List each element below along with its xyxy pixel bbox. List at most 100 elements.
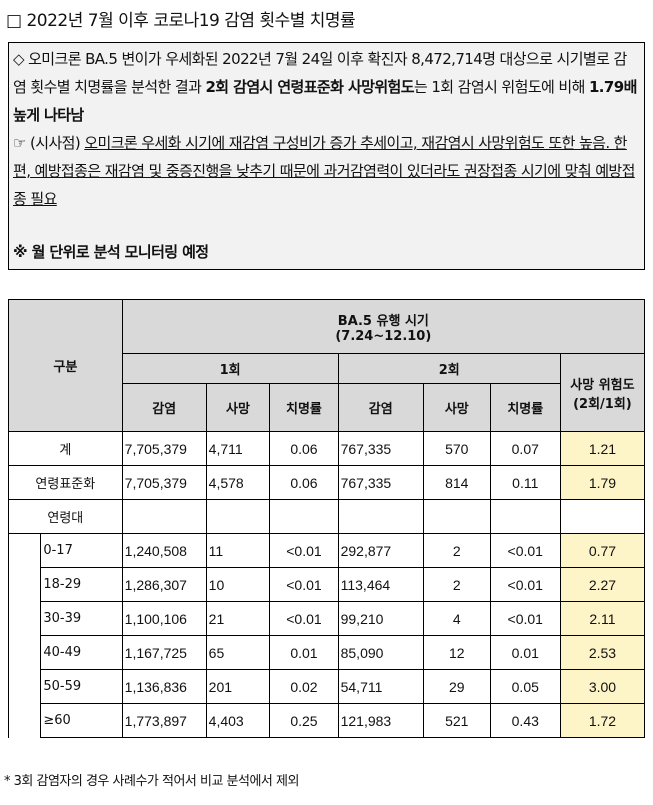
- cell: 4,403: [205, 703, 271, 738]
- header-risk: 사망 위험도 (2회/1회): [559, 353, 646, 432]
- footnote: * 3회 감염자의 경우 사례수가 적어서 비교 분석에서 제외: [4, 774, 299, 789]
- cell: <0.01: [269, 601, 339, 636]
- table-row-age: 18-29 1,286,307 10 <0.01 113,464 2 <0.01…: [9, 567, 646, 602]
- header-deaths: 사망: [422, 383, 491, 432]
- cell: 65: [205, 635, 271, 670]
- table-row-age-group-header: 연령대: [8, 499, 646, 534]
- cell: 0.02: [269, 669, 339, 704]
- cell: 0.01: [269, 635, 339, 670]
- cell: [422, 499, 491, 534]
- cell: 0.01: [489, 635, 561, 670]
- table-row-standardized: 연령표준화 7,705,379 4,578 0.06 767,335 814 0…: [8, 465, 646, 500]
- cell: 4: [422, 601, 491, 636]
- header-period: BA.5 유행 시기 (7.24~12.10): [121, 299, 646, 354]
- cell: 7,705,379: [121, 431, 207, 466]
- cell: 29: [422, 669, 491, 704]
- row-label: 50-59: [40, 669, 123, 704]
- cell: 0.05: [489, 669, 561, 704]
- cell: 1,100,106: [121, 601, 207, 636]
- cell: 99,210: [337, 601, 424, 636]
- cell: 0.43: [489, 703, 561, 738]
- cell: 0.25: [269, 703, 339, 738]
- cell: [269, 499, 339, 534]
- cell: 85,090: [337, 635, 424, 670]
- period-range: (7.24~12.10): [335, 328, 432, 344]
- cell: <0.01: [269, 533, 339, 568]
- monitoring-note: ※ 월 단위로 분석 모니터링 예정: [13, 243, 209, 261]
- cell: 121,983: [337, 703, 424, 738]
- cell: 21: [205, 601, 271, 636]
- cell: [205, 499, 271, 534]
- risk-cell: 2.11: [559, 601, 646, 636]
- summary-box: ◇ 오미크론 BA.5 변이가 우세화된 2022년 7월 24일 이후 확진자…: [8, 42, 645, 270]
- period-title: BA.5 유행 시기: [337, 313, 429, 329]
- implication-paragraph: ☞ (시사점) 오미크론 우세화 시기에 재감염 구성비가 증가 추세이고, 재…: [13, 129, 638, 213]
- summary-text: ◇ 오미크론 BA.5 변이가 우세화된 2022년 7월 24일 이후 확진자…: [13, 50, 627, 96]
- implication-label: ☞ (시사점): [13, 134, 85, 152]
- cell: 54,711: [337, 669, 424, 704]
- cell: 0.06: [269, 465, 339, 500]
- cell: 0.11: [489, 465, 561, 500]
- cell: 4,711: [205, 431, 271, 466]
- row-label: ≥60: [40, 703, 123, 738]
- cell: 2: [422, 533, 491, 568]
- cell: <0.01: [489, 601, 561, 636]
- header-infected: 감염: [121, 383, 207, 432]
- header-fatality: 치명률: [489, 383, 561, 432]
- cell: 292,877: [337, 533, 424, 568]
- summary-highlight: 1.79배 높게 나타남: [13, 78, 637, 124]
- cell: 113,464: [337, 567, 424, 602]
- implication-text: 오미크론 우세화 시기에 재감염 구성비가 증가 추세이고, 재감염시 사망위험…: [13, 134, 635, 208]
- cell: 521: [422, 703, 491, 738]
- row-label: 40-49: [40, 635, 123, 670]
- row-label: 연령표준화: [8, 465, 123, 500]
- cell: 0.06: [269, 431, 339, 466]
- cell: <0.01: [489, 567, 561, 602]
- cell: 201: [205, 669, 271, 704]
- cell: 570: [422, 431, 491, 466]
- table-row-age: 50-59 1,136,836 201 0.02 54,711 29 0.05 …: [9, 669, 646, 704]
- risk-cell: 1.79: [559, 465, 646, 500]
- summary-text: 는 1회 감염시 위험도에 비해: [413, 78, 589, 96]
- table-row-age: 30-39 1,100,106 21 <0.01 99,210 4 <0.01 …: [9, 601, 646, 636]
- row-label: 30-39: [40, 601, 123, 636]
- cell: 814: [422, 465, 491, 500]
- cell: 7,705,379: [121, 465, 207, 500]
- risk-cell: 1.72: [559, 703, 646, 738]
- cell: 767,335: [337, 431, 424, 466]
- cell: 1,773,897: [121, 703, 207, 738]
- table-row-age: 0-17 1,240,508 11 <0.01 292,877 2 <0.01 …: [7, 533, 646, 738]
- risk-cell: 2.27: [559, 567, 646, 602]
- table-row-total: 계 7,705,379 4,711 0.06 767,335 570 0.07 …: [8, 431, 646, 466]
- row-label: 0-17: [40, 533, 123, 568]
- cell: [489, 499, 561, 534]
- cell: [559, 499, 646, 534]
- cell: 4,578: [205, 465, 271, 500]
- table-row-age: 40-49 1,167,725 65 0.01 85,090 12 0.01 2…: [9, 635, 646, 670]
- row-label: 18-29: [40, 567, 123, 602]
- cell: 12: [422, 635, 491, 670]
- header-category: 구분: [8, 299, 123, 432]
- header-infected: 감염: [337, 383, 424, 432]
- cell: 11: [205, 533, 271, 568]
- cell: 10: [205, 567, 271, 602]
- row-label: 연령대: [8, 499, 123, 534]
- cell: [121, 499, 207, 534]
- cell: 1,286,307: [121, 567, 207, 602]
- risk-cell: 3.00: [559, 669, 646, 704]
- table-row-age: ≥60 1,773,897 4,403 0.25 121,983 521 0.4…: [9, 703, 646, 738]
- cell: 767,335: [337, 465, 424, 500]
- header-deaths: 사망: [205, 383, 271, 432]
- cell: 1,240,508: [121, 533, 207, 568]
- header-fatality: 치명률: [269, 383, 339, 432]
- risk-cell: 1.21: [559, 431, 646, 466]
- summary-highlight: 2회 감염시 연령표준화 사망위험도: [205, 78, 414, 96]
- header-second-infection: 2회: [337, 353, 561, 384]
- cell: [337, 499, 424, 534]
- page-title: □ 2022년 7월 이후 코로나19 감염 횟수별 치명률: [6, 11, 356, 31]
- header-first-infection: 1회: [121, 353, 339, 384]
- cell: <0.01: [269, 567, 339, 602]
- row-label: 계: [8, 431, 123, 466]
- summary-paragraph: ◇ 오미크론 BA.5 변이가 우세화된 2022년 7월 24일 이후 확진자…: [13, 45, 638, 129]
- indent-cell: [7, 533, 42, 738]
